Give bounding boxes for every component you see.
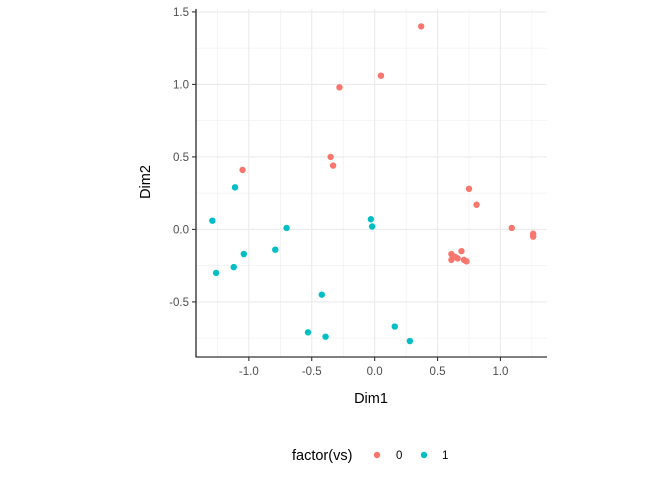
x-tick-label: -1.0 <box>239 366 259 378</box>
y-tick-label: 0.0 <box>173 224 189 236</box>
data-point-vs-1 <box>391 323 398 330</box>
data-point-vs-0 <box>417 23 425 30</box>
x-tick-label: -0.5 <box>302 366 322 378</box>
legend-label-1: 1 <box>442 450 448 462</box>
legend: factor(vs) 0 1 <box>292 448 448 464</box>
axes: -1.0 -0.5 0.0 0.5 1.0 -0.5 0.0 0.5 1.0 1.5 <box>169 7 547 378</box>
data-point-vs-0 <box>465 185 473 192</box>
data-point-vs-0 <box>529 233 537 240</box>
y-axis-title: Dim2 <box>138 165 154 199</box>
data-point-vs-0 <box>458 247 465 255</box>
data-point-vs-1 <box>209 217 216 224</box>
data-point-vs-0 <box>239 166 246 174</box>
x-tick-label: 0.5 <box>430 366 446 378</box>
y-tick-label: 1.0 <box>173 79 189 91</box>
data-point-vs-1 <box>231 184 239 191</box>
data-point-vs-0 <box>463 258 470 265</box>
data-point-vs-1 <box>322 333 329 340</box>
legend-label-0: 0 <box>396 450 402 462</box>
data-point-vs-1 <box>406 337 414 345</box>
data-point-vs-0 <box>508 224 515 232</box>
data-point-vs-1 <box>212 269 220 277</box>
data-point-vs-0 <box>473 201 480 208</box>
x-axis-title: Dim1 <box>354 391 388 407</box>
data-point-vs-1 <box>240 250 248 258</box>
legend-title: factor(vs) <box>292 448 352 464</box>
y-tick-label: 0.5 <box>173 152 189 164</box>
data-point-vs-1 <box>304 329 312 336</box>
legend-key-1 <box>420 451 428 459</box>
data-point-vs-1 <box>283 224 290 232</box>
data-point-vs-0 <box>327 153 334 161</box>
x-tick-label: 1.0 <box>492 366 508 378</box>
y-tick-label: 1.5 <box>173 7 189 19</box>
grid-lines <box>196 9 547 357</box>
data-point-vs-1 <box>318 291 326 298</box>
data-point-vs-0 <box>454 255 461 262</box>
data-point-vs-1 <box>230 263 237 271</box>
data-point-vs-0 <box>329 162 337 169</box>
x-tick-label: 0.0 <box>367 366 383 378</box>
data-point-vs-0 <box>377 72 385 79</box>
data-point-vs-1 <box>367 216 375 223</box>
data-point-vs-1 <box>368 223 376 230</box>
y-tick-label: -0.5 <box>169 297 189 309</box>
data-point-vs-0 <box>336 84 343 91</box>
data-point-vs-1 <box>272 246 279 253</box>
data-points <box>209 23 537 345</box>
legend-key-0 <box>373 451 381 459</box>
